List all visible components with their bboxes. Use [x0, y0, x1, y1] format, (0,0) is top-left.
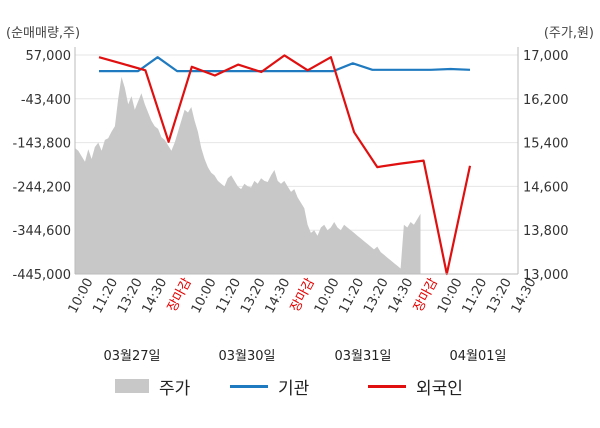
left-axis-unit: (순매매량,주): [6, 26, 80, 41]
date-label: 04월01일: [449, 349, 506, 364]
legend-item-price: 주가: [115, 372, 190, 400]
legend-item-institution: 기관: [230, 372, 309, 400]
left-tick-label: -143,800: [13, 137, 71, 152]
date-label: 03월30일: [218, 349, 275, 364]
right-tick-label: 14,600: [523, 180, 569, 195]
right-tick-labels: 17,000 16,200 15,400 14,600 13,800 13,000: [523, 49, 569, 283]
legend-item-foreign: 외국인: [368, 372, 463, 400]
series-line-institution: [99, 56, 471, 73]
x-tick-label: 14:30: [263, 276, 294, 316]
right-tick-label: 13,000: [523, 268, 569, 283]
price-area: [75, 76, 421, 275]
right-tick-label: 15,400: [523, 137, 569, 152]
date-label: 03월31일: [334, 349, 391, 364]
left-tick-label: -43,400: [21, 93, 71, 108]
left-tick-label: -344,600: [13, 224, 71, 239]
date-labels: 03월27일 03월30일 03월31일 04월01일: [103, 349, 506, 364]
series-line-foreign: [98, 54, 472, 276]
right-tick-label: 13,800: [523, 224, 569, 239]
legend-label-foreign: 외국인: [416, 378, 463, 399]
axes: [74, 47, 519, 275]
left-tick-label: -244,200: [13, 180, 71, 195]
legend-label-institution: 기관: [278, 378, 310, 399]
legend: 주가 기관 외국인: [0, 372, 600, 400]
right-tick-label: 16,200: [523, 93, 569, 108]
left-tick-label: 57,000: [26, 49, 72, 64]
x-tick-label: 14:30: [386, 276, 417, 316]
left-tick-labels: 57,000 -43,400 -143,800 -244,200 -344,600 -44…: [13, 49, 71, 283]
price-area-layer: [75, 76, 421, 275]
x-tick-label: 14:30: [509, 276, 540, 316]
right-tick-label: 17,000: [523, 49, 569, 64]
legend-label-price: 주가: [159, 378, 191, 399]
x-tick-labels: 10:0011:2013:2014:30장마감10:0011:2013:2014…: [66, 276, 540, 316]
legend-swatch-price: [115, 379, 149, 393]
legend-line-foreign: [368, 384, 406, 388]
date-label: 03월27일: [103, 349, 160, 364]
x-tick-label: 14:30: [140, 276, 171, 316]
legend-line-institution: [230, 384, 268, 388]
series-line-layer: [98, 54, 472, 276]
right-axis-unit: (주가,원): [544, 26, 594, 41]
left-tick-label: -445,000: [13, 268, 71, 283]
